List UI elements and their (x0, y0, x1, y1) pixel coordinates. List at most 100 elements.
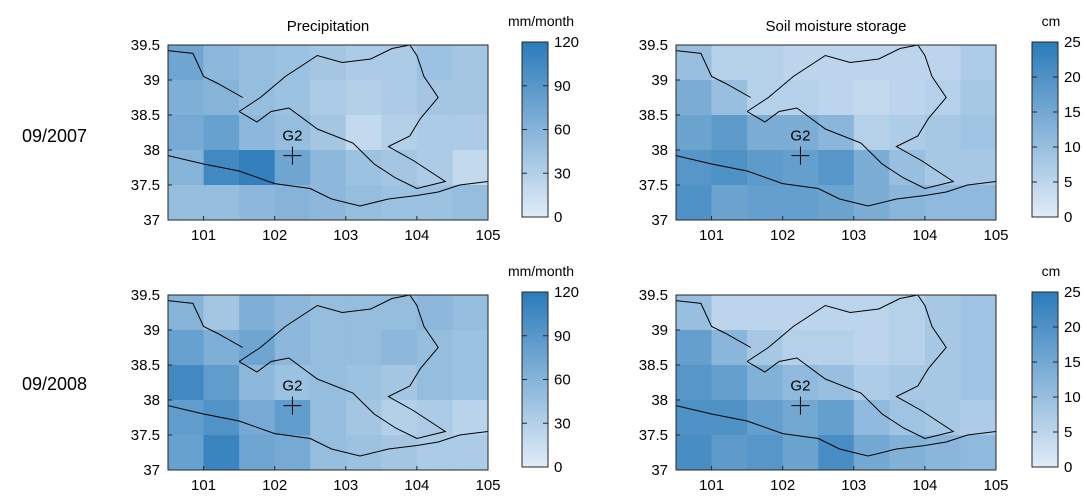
heatmap-cell (747, 435, 784, 470)
heatmap-cell (747, 115, 784, 151)
heatmap-cell (452, 115, 488, 151)
colorbar-tick-label: 20 (1064, 319, 1081, 336)
heatmap-cell (310, 365, 347, 401)
heatmap-cell (960, 150, 996, 186)
heatmap-cell (711, 365, 748, 401)
heatmap-cell (274, 185, 311, 220)
heatmap-cell (924, 115, 961, 151)
colorbar-tick-label: 90 (554, 78, 571, 95)
heatmap-cell (676, 435, 713, 470)
heatmap-cell (452, 400, 488, 436)
heatmap-cell (818, 435, 855, 470)
heatmap-cell (274, 115, 311, 151)
heatmap-cell (168, 80, 205, 116)
heatmap-cell (239, 295, 276, 331)
y-tick-label: 38.5 (639, 107, 668, 124)
x-tick-label: 104 (404, 477, 429, 494)
panel-title: Soil moisture storage (766, 18, 907, 35)
x-tick-label: 104 (912, 227, 937, 244)
heatmap-cell (416, 80, 453, 116)
heatmap-cell (452, 365, 488, 401)
x-tick-label: 104 (912, 477, 937, 494)
heatmap-cell (960, 80, 996, 116)
heatmap-cell (853, 45, 890, 81)
y-tick-label: 37.5 (639, 177, 668, 194)
heatmap-cell (853, 150, 890, 186)
colorbar-tick-label: 30 (554, 415, 571, 432)
heatmap-cell (853, 435, 890, 470)
heatmap-cell (676, 295, 713, 331)
heatmap-cell (960, 115, 996, 151)
heatmap-cell (711, 185, 748, 220)
heatmap-cell (345, 295, 382, 331)
row-label-2007: 09/2007 (22, 126, 88, 146)
y-tick-label: 37.5 (131, 427, 160, 444)
heatmap-cell (676, 150, 713, 186)
heatmap-cell (960, 295, 996, 331)
y-tick-label: 37 (143, 212, 160, 229)
station-label: G2 (282, 128, 302, 145)
heatmap-cell (747, 400, 784, 436)
heatmap-cell (310, 185, 347, 220)
heatmap-cell (381, 45, 418, 81)
colorbar-tick-label: 0 (554, 459, 562, 476)
axes-frame-2 (167, 294, 489, 471)
boundary-line-north (168, 300, 243, 348)
heatmap-cell (889, 295, 926, 331)
station-label: G2 (790, 128, 810, 145)
colorbar-tick-label: 10 (1064, 389, 1081, 406)
heatmap-cell (416, 400, 453, 436)
colorbar-tick-label: 0 (554, 209, 562, 226)
heatmap-cell (782, 115, 819, 151)
heatmap-cell (711, 115, 748, 151)
boundary-line-north (676, 50, 751, 98)
colorbar-unit: cm (1042, 263, 1061, 279)
colorbar-tick-label: 10 (1064, 139, 1081, 156)
heatmap-cell (239, 435, 276, 470)
heatmap-cell (960, 45, 996, 81)
heatmap-cell (818, 400, 855, 436)
heatmap-cell (239, 45, 276, 81)
heatmap-cell (381, 435, 418, 470)
y-tick-label: 38.5 (639, 357, 668, 374)
heatmap-cell (889, 185, 926, 220)
heatmap-cell (416, 45, 453, 81)
x-tick-label: 105 (983, 477, 1008, 494)
heatmap-cell (452, 330, 488, 366)
heatmap-cell (676, 80, 713, 116)
heatmap-cell (416, 330, 453, 366)
heatmap-cell (924, 400, 961, 436)
heatmap-cell (239, 400, 276, 436)
heatmap-cell (818, 150, 855, 186)
boundary-line-south (168, 405, 488, 457)
heatmap-cell (747, 150, 784, 186)
basin-outline (238, 45, 447, 190)
heatmap-cell (345, 365, 382, 401)
y-tick-label: 39 (143, 322, 160, 339)
heatmap-cell (345, 400, 382, 436)
colorbar-tick-label: 25 (1064, 284, 1081, 301)
heatmap-cell (889, 80, 926, 116)
y-tick-label: 39 (651, 322, 668, 339)
x-tick-label: 102 (770, 477, 795, 494)
heatmap-cell (924, 80, 961, 116)
boundary-line-south (676, 155, 996, 207)
axes-frame-3 (675, 294, 997, 471)
heatmap-cell (168, 365, 205, 401)
heatmap-cell (818, 115, 855, 151)
heatmap-cell (203, 435, 240, 470)
heatmap-cell (924, 330, 961, 366)
heatmap-cell (924, 45, 961, 81)
y-tick-label: 37.5 (131, 177, 160, 194)
heatmap-cell (345, 435, 382, 470)
heatmap-cell (345, 45, 382, 81)
heatmap-cell (452, 80, 488, 116)
colorbar-unit: mm/month (508, 13, 574, 29)
boundaries-1 (676, 45, 996, 207)
x-tick-label: 103 (333, 477, 358, 494)
heatmap-cell (310, 150, 347, 186)
heatmap-cell (676, 365, 713, 401)
boundary-line-north (168, 50, 243, 98)
heatmap-cell (747, 45, 784, 81)
colorbar-tick-label: 0 (1064, 459, 1072, 476)
